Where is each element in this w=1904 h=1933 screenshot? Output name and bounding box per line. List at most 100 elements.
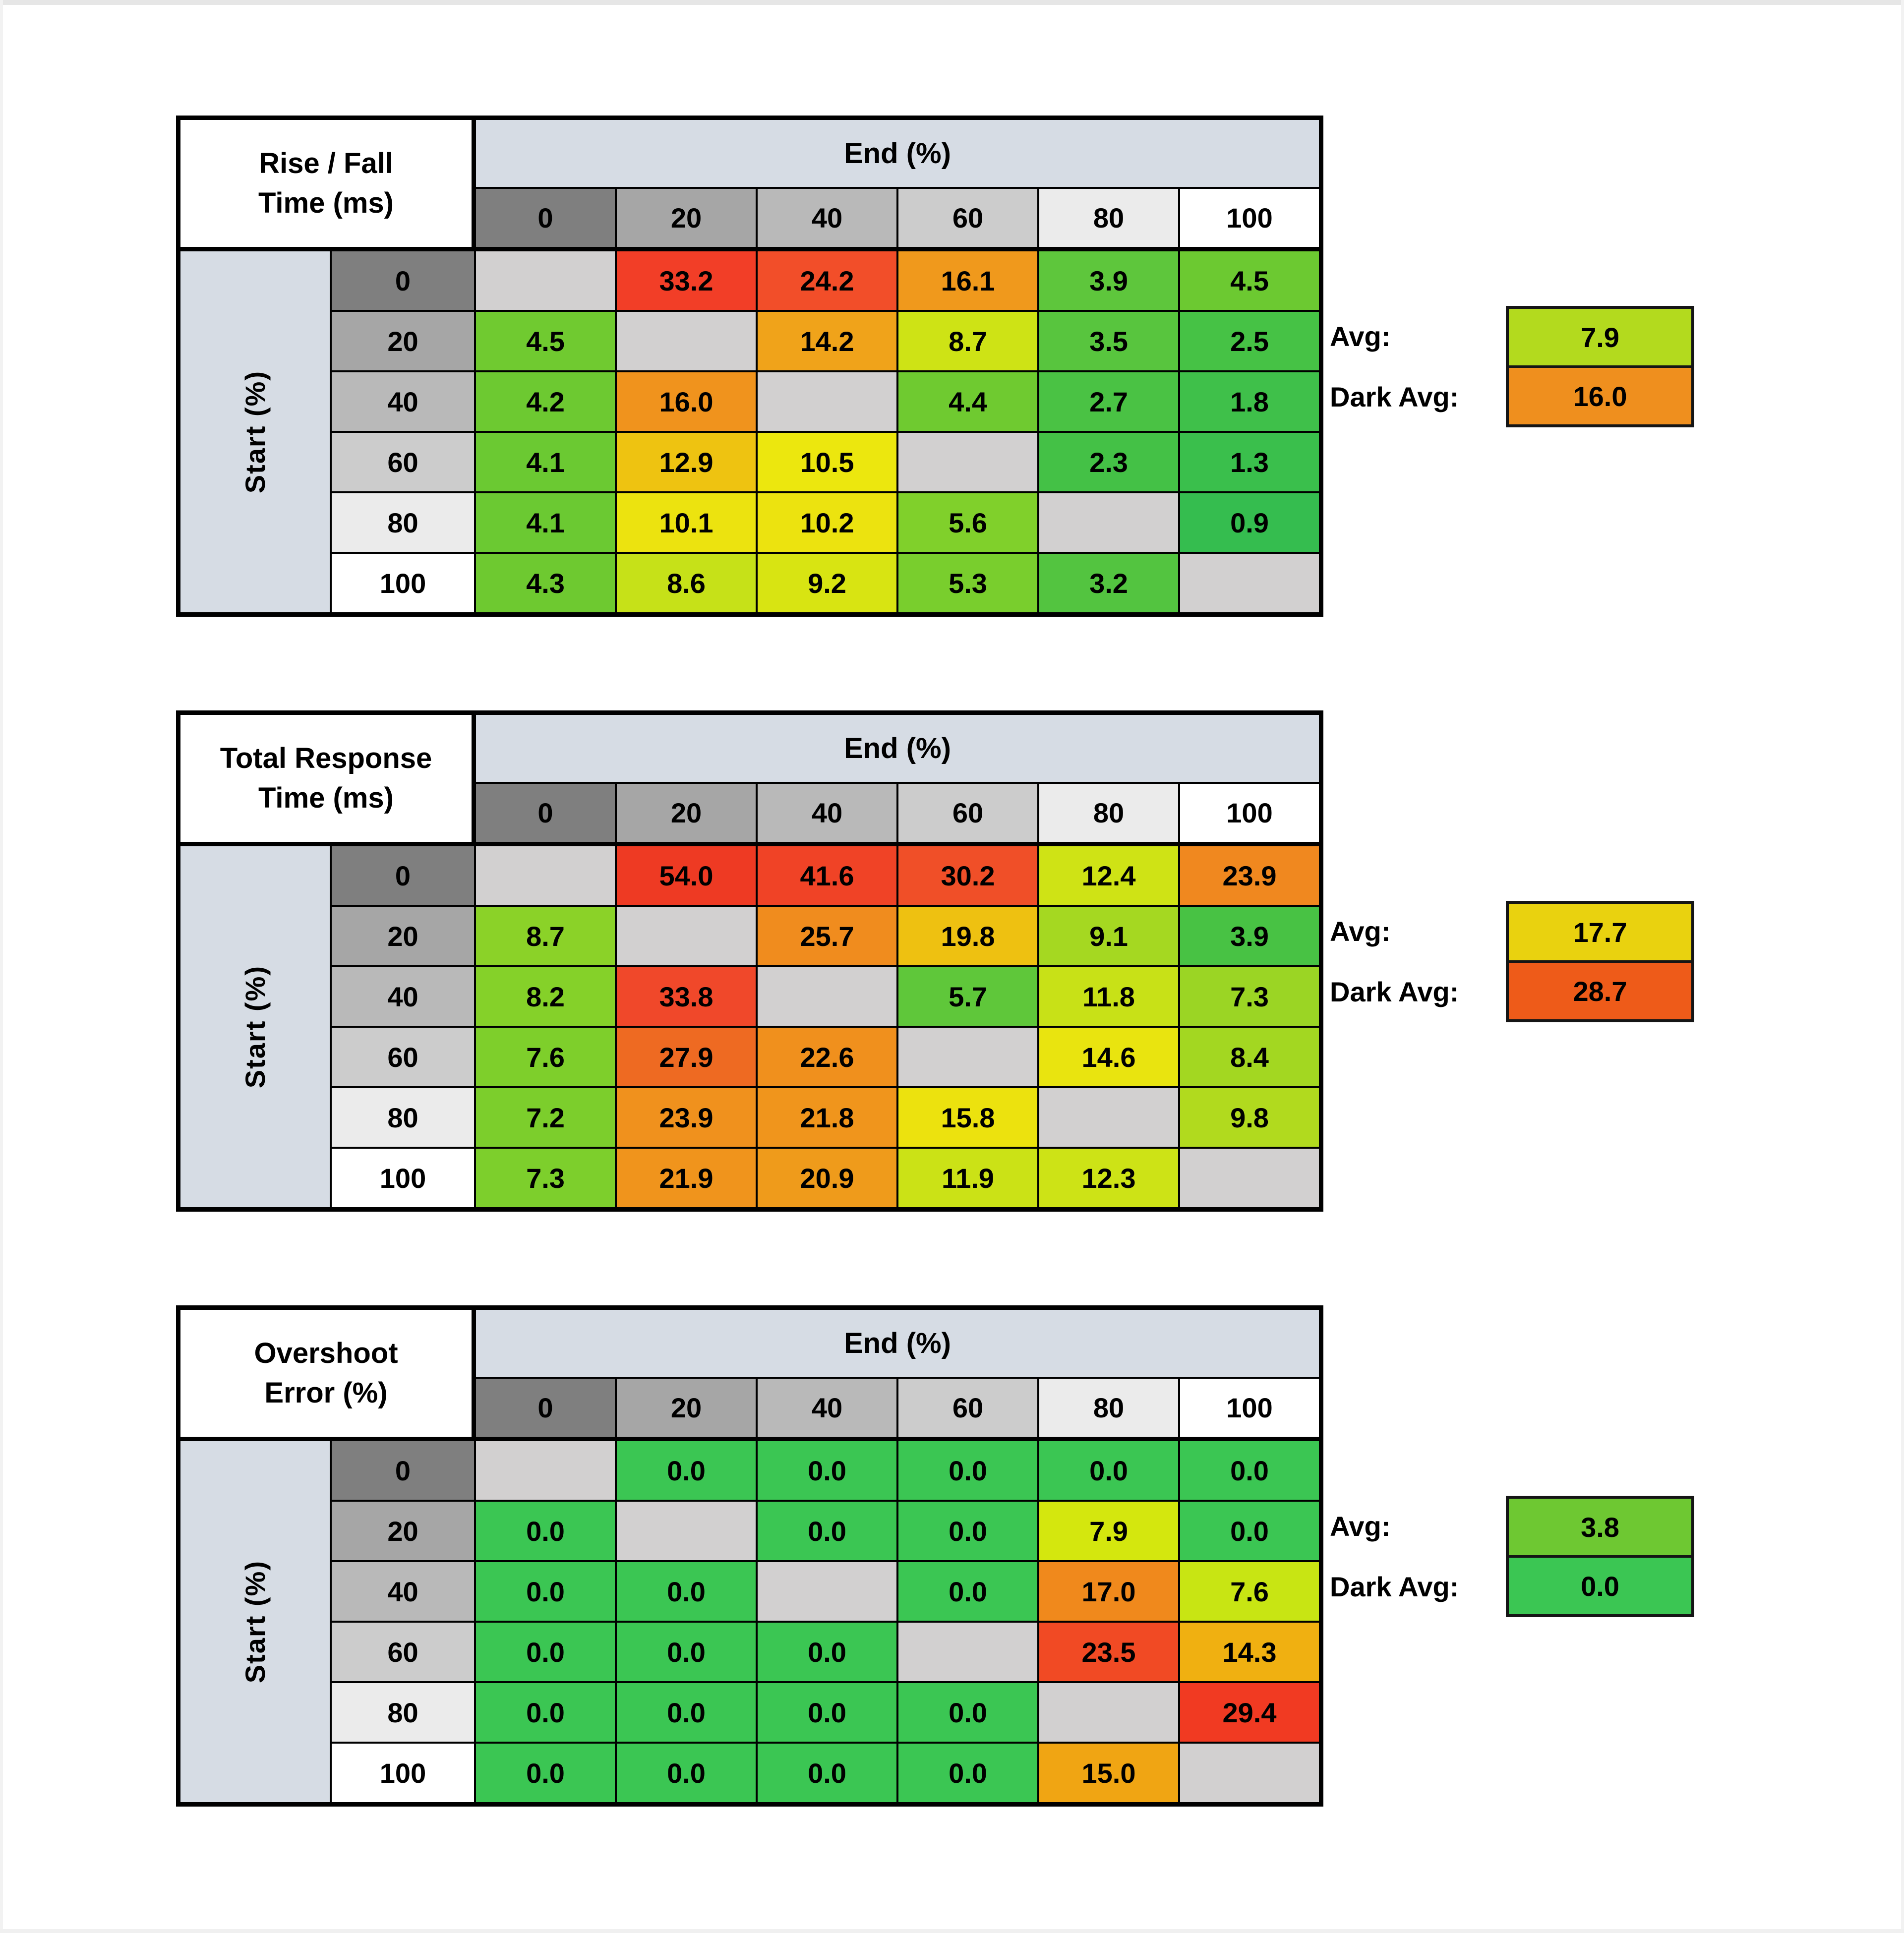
diagonal-blank-cell[interactable] bbox=[758, 372, 896, 431]
heatmap-cell[interactable]: 21.8 bbox=[758, 1088, 896, 1147]
diagonal-blank-cell[interactable] bbox=[898, 433, 1037, 491]
dark-avg-value-cell[interactable]: 16.0 bbox=[1509, 368, 1691, 424]
heatmap-cell[interactable]: 9.8 bbox=[1180, 1088, 1319, 1147]
heatmap-cell[interactable]: 3.9 bbox=[1039, 251, 1178, 310]
heatmap-cell[interactable]: 4.3 bbox=[476, 554, 615, 612]
heatmap-cell[interactable]: 23.9 bbox=[1180, 846, 1319, 905]
heatmap-cell[interactable]: 1.3 bbox=[1180, 433, 1319, 491]
diagonal-blank-cell[interactable] bbox=[476, 251, 615, 310]
heatmap-cell[interactable]: 8.7 bbox=[476, 907, 615, 965]
diagonal-blank-cell[interactable] bbox=[758, 967, 896, 1026]
heatmap-cell[interactable]: 41.6 bbox=[758, 846, 896, 905]
avg-value-cell[interactable]: 3.8 bbox=[1509, 1499, 1691, 1555]
heatmap-cell[interactable]: 0.0 bbox=[617, 1562, 756, 1621]
heatmap-cell[interactable]: 4.2 bbox=[476, 372, 615, 431]
heatmap-cell[interactable]: 0.0 bbox=[1180, 1441, 1319, 1500]
heatmap-cell[interactable]: 12.4 bbox=[1039, 846, 1178, 905]
heatmap-cell[interactable]: 54.0 bbox=[617, 846, 756, 905]
heatmap-cell[interactable]: 21.9 bbox=[617, 1149, 756, 1207]
heatmap-cell[interactable]: 0.9 bbox=[1180, 493, 1319, 552]
heatmap-cell[interactable]: 4.5 bbox=[1180, 251, 1319, 310]
diagonal-blank-cell[interactable] bbox=[1039, 493, 1178, 552]
heatmap-cell[interactable]: 12.3 bbox=[1039, 1149, 1178, 1207]
diagonal-blank-cell[interactable] bbox=[898, 1028, 1037, 1086]
heatmap-cell[interactable]: 0.0 bbox=[758, 1502, 896, 1560]
diagonal-blank-cell[interactable] bbox=[1039, 1683, 1178, 1742]
dark-avg-value-cell[interactable]: 28.7 bbox=[1509, 963, 1691, 1019]
heatmap-cell[interactable]: 4.1 bbox=[476, 433, 615, 491]
heatmap-cell[interactable]: 16.1 bbox=[898, 251, 1037, 310]
diagonal-blank-cell[interactable] bbox=[1039, 1088, 1178, 1147]
heatmap-cell[interactable]: 0.0 bbox=[476, 1562, 615, 1621]
heatmap-cell[interactable]: 0.0 bbox=[617, 1744, 756, 1802]
heatmap-cell[interactable]: 0.0 bbox=[898, 1562, 1037, 1621]
heatmap-cell[interactable]: 11.9 bbox=[898, 1149, 1037, 1207]
heatmap-cell[interactable]: 0.0 bbox=[476, 1744, 615, 1802]
heatmap-cell[interactable]: 0.0 bbox=[898, 1683, 1037, 1742]
heatmap-cell[interactable]: 30.2 bbox=[898, 846, 1037, 905]
heatmap-cell[interactable]: 12.9 bbox=[617, 433, 756, 491]
heatmap-cell[interactable]: 27.9 bbox=[617, 1028, 756, 1086]
diagonal-blank-cell[interactable] bbox=[898, 1623, 1037, 1681]
diagonal-blank-cell[interactable] bbox=[1180, 1744, 1319, 1802]
heatmap-cell[interactable]: 0.0 bbox=[1039, 1441, 1178, 1500]
heatmap-cell[interactable]: 29.4 bbox=[1180, 1683, 1319, 1742]
heatmap-cell[interactable]: 0.0 bbox=[758, 1683, 896, 1742]
heatmap-cell[interactable]: 7.2 bbox=[476, 1088, 615, 1147]
heatmap-cell[interactable]: 10.2 bbox=[758, 493, 896, 552]
heatmap-cell[interactable]: 0.0 bbox=[898, 1441, 1037, 1500]
heatmap-cell[interactable]: 15.0 bbox=[1039, 1744, 1178, 1802]
heatmap-cell[interactable]: 0.0 bbox=[898, 1502, 1037, 1560]
diagonal-blank-cell[interactable] bbox=[476, 846, 615, 905]
heatmap-cell[interactable]: 5.6 bbox=[898, 493, 1037, 552]
heatmap-cell[interactable]: 5.7 bbox=[898, 967, 1037, 1026]
heatmap-cell[interactable]: 0.0 bbox=[476, 1502, 615, 1560]
diagonal-blank-cell[interactable] bbox=[1180, 554, 1319, 612]
heatmap-cell[interactable]: 8.2 bbox=[476, 967, 615, 1026]
heatmap-cell[interactable]: 9.2 bbox=[758, 554, 896, 612]
heatmap-cell[interactable]: 4.5 bbox=[476, 312, 615, 370]
heatmap-cell[interactable]: 5.3 bbox=[898, 554, 1037, 612]
heatmap-cell[interactable]: 0.0 bbox=[758, 1744, 896, 1802]
heatmap-cell[interactable]: 7.6 bbox=[476, 1028, 615, 1086]
heatmap-cell[interactable]: 0.0 bbox=[617, 1441, 756, 1500]
heatmap-cell[interactable]: 0.0 bbox=[1180, 1502, 1319, 1560]
avg-value-cell[interactable]: 7.9 bbox=[1509, 309, 1691, 365]
heatmap-cell[interactable]: 0.0 bbox=[758, 1441, 896, 1500]
heatmap-cell[interactable]: 25.7 bbox=[758, 907, 896, 965]
heatmap-cell[interactable]: 24.2 bbox=[758, 251, 896, 310]
heatmap-cell[interactable]: 2.3 bbox=[1039, 433, 1178, 491]
heatmap-cell[interactable]: 14.3 bbox=[1180, 1623, 1319, 1681]
heatmap-cell[interactable]: 3.2 bbox=[1039, 554, 1178, 612]
heatmap-cell[interactable]: 9.1 bbox=[1039, 907, 1178, 965]
diagonal-blank-cell[interactable] bbox=[617, 1502, 756, 1560]
heatmap-cell[interactable]: 7.3 bbox=[476, 1149, 615, 1207]
diagonal-blank-cell[interactable] bbox=[617, 312, 756, 370]
avg-value-cell[interactable]: 17.7 bbox=[1509, 904, 1691, 960]
heatmap-cell[interactable]: 14.6 bbox=[1039, 1028, 1178, 1086]
heatmap-cell[interactable]: 2.7 bbox=[1039, 372, 1178, 431]
heatmap-cell[interactable]: 23.9 bbox=[617, 1088, 756, 1147]
heatmap-cell[interactable]: 8.7 bbox=[898, 312, 1037, 370]
heatmap-cell[interactable]: 0.0 bbox=[758, 1623, 896, 1681]
diagonal-blank-cell[interactable] bbox=[758, 1562, 896, 1621]
heatmap-cell[interactable]: 10.5 bbox=[758, 433, 896, 491]
heatmap-cell[interactable]: 10.1 bbox=[617, 493, 756, 552]
dark-avg-value-cell[interactable]: 0.0 bbox=[1509, 1558, 1691, 1614]
heatmap-cell[interactable]: 0.0 bbox=[476, 1683, 615, 1742]
diagonal-blank-cell[interactable] bbox=[617, 907, 756, 965]
heatmap-cell[interactable]: 7.9 bbox=[1039, 1502, 1178, 1560]
heatmap-cell[interactable]: 0.0 bbox=[898, 1744, 1037, 1802]
heatmap-cell[interactable]: 15.8 bbox=[898, 1088, 1037, 1147]
heatmap-cell[interactable]: 14.2 bbox=[758, 312, 896, 370]
heatmap-cell[interactable]: 8.4 bbox=[1180, 1028, 1319, 1086]
heatmap-cell[interactable]: 16.0 bbox=[617, 372, 756, 431]
heatmap-cell[interactable]: 3.5 bbox=[1039, 312, 1178, 370]
diagonal-blank-cell[interactable] bbox=[476, 1441, 615, 1500]
heatmap-cell[interactable]: 7.6 bbox=[1180, 1562, 1319, 1621]
heatmap-cell[interactable]: 11.8 bbox=[1039, 967, 1178, 1026]
heatmap-cell[interactable]: 33.8 bbox=[617, 967, 756, 1026]
heatmap-cell[interactable]: 7.3 bbox=[1180, 967, 1319, 1026]
heatmap-cell[interactable]: 1.8 bbox=[1180, 372, 1319, 431]
heatmap-cell[interactable]: 23.5 bbox=[1039, 1623, 1178, 1681]
